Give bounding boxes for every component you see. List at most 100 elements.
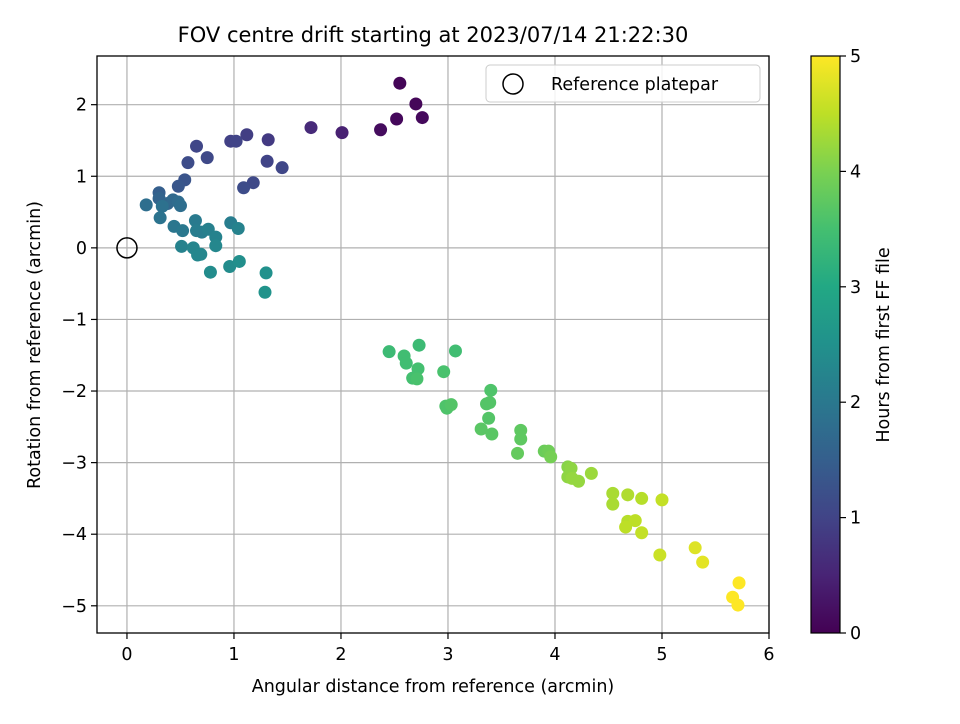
data-point	[483, 395, 497, 409]
data-point	[628, 514, 642, 528]
data-point	[688, 541, 702, 555]
colorbar-gradient	[810, 55, 841, 634]
x-axis: 0 1 2 3 4 5 6	[121, 633, 775, 665]
data-point	[176, 224, 190, 238]
data-points	[139, 76, 746, 612]
data-point	[190, 139, 204, 153]
chart-title: FOV centre drift starting at 2023/07/14 …	[178, 23, 689, 47]
data-point	[153, 211, 167, 225]
colorbar-tick-label: 2	[850, 393, 861, 413]
y-tick-label: 0	[76, 239, 87, 259]
data-point	[374, 123, 388, 137]
x-axis-label: Angular distance from reference (arcmin)	[252, 677, 615, 697]
x-tick-label: 0	[121, 645, 132, 665]
y-tick-label: −5	[61, 597, 87, 617]
data-point	[275, 161, 289, 175]
data-point	[415, 111, 429, 125]
data-point	[203, 265, 217, 279]
data-point	[223, 259, 237, 273]
legend-reference-marker	[502, 73, 524, 95]
data-point	[393, 76, 407, 90]
y-axis: −5 −4 −3 −2 −1 0 1 2	[61, 96, 97, 617]
data-point	[390, 112, 404, 126]
data-point	[209, 239, 223, 253]
data-point	[635, 491, 649, 505]
data-point	[139, 198, 153, 212]
data-point	[232, 254, 246, 268]
data-point	[696, 555, 710, 569]
data-point	[259, 266, 273, 280]
data-point	[200, 151, 214, 165]
data-point	[173, 199, 187, 213]
y-tick-label: −2	[61, 382, 87, 402]
legend-label: Reference platepar	[551, 75, 719, 95]
data-point	[260, 154, 274, 168]
data-point	[606, 497, 620, 511]
data-point	[412, 338, 426, 352]
data-point	[584, 466, 598, 480]
data-point	[621, 488, 635, 502]
data-point	[732, 576, 746, 590]
x-tick-label: 5	[656, 645, 667, 665]
y-tick-label: 2	[76, 96, 87, 116]
x-tick-label: 3	[442, 645, 453, 665]
colorbar-tick-label: 1	[850, 509, 861, 529]
data-point	[514, 432, 528, 446]
data-point	[655, 493, 669, 507]
data-point	[231, 222, 245, 236]
data-point	[619, 520, 633, 534]
data-point	[484, 383, 498, 397]
colorbar-label: Hours from first FF file	[874, 247, 894, 442]
data-point	[409, 97, 423, 111]
legend: Reference platepar	[485, 64, 761, 103]
data-point	[606, 486, 620, 500]
colorbar-ticks: 0 1 2 3 4 5	[840, 47, 861, 644]
data-point	[382, 345, 396, 359]
y-axis-label: Rotation from reference (arcmin)	[25, 201, 45, 489]
y-tick-label: −4	[61, 525, 87, 545]
x-tick-label: 1	[228, 645, 239, 665]
x-tick-label: 4	[549, 645, 560, 665]
data-point	[175, 239, 189, 253]
data-point	[237, 181, 251, 195]
data-point	[171, 179, 185, 193]
reference-point-layer	[116, 237, 138, 259]
data-point	[261, 133, 275, 147]
colorbar: 0 1 2 3 4 5 Hours from first FF file	[810, 47, 894, 644]
data-point	[485, 427, 499, 441]
data-point	[155, 199, 169, 213]
colorbar-tick-label: 4	[850, 162, 861, 182]
y-tick-label: 1	[76, 167, 87, 187]
data-point	[399, 356, 413, 370]
data-point	[194, 247, 208, 261]
data-point	[437, 365, 451, 379]
x-tick-label: 6	[763, 645, 774, 665]
grid	[97, 56, 770, 633]
data-point	[258, 285, 272, 299]
y-tick-label: −3	[61, 454, 87, 474]
data-point	[444, 398, 458, 412]
data-point	[731, 598, 745, 612]
data-point	[229, 134, 243, 148]
data-point	[474, 422, 488, 436]
data-point	[240, 128, 254, 142]
data-point	[448, 344, 462, 358]
colorbar-tick-label: 5	[850, 47, 861, 67]
reference-platepar-marker	[116, 237, 138, 259]
data-point	[653, 548, 667, 562]
data-point	[511, 446, 525, 460]
data-point	[181, 156, 195, 170]
colorbar-tick-label: 0	[850, 624, 861, 644]
x-tick-label: 2	[335, 645, 346, 665]
data-point	[335, 126, 349, 140]
data-point	[572, 474, 586, 488]
colorbar-tick-label: 3	[850, 278, 861, 298]
data-point	[544, 450, 558, 464]
y-tick-label: −1	[61, 310, 87, 330]
legend-box	[485, 64, 761, 103]
data-point	[188, 214, 202, 228]
data-point	[304, 121, 318, 135]
data-point	[410, 372, 424, 386]
